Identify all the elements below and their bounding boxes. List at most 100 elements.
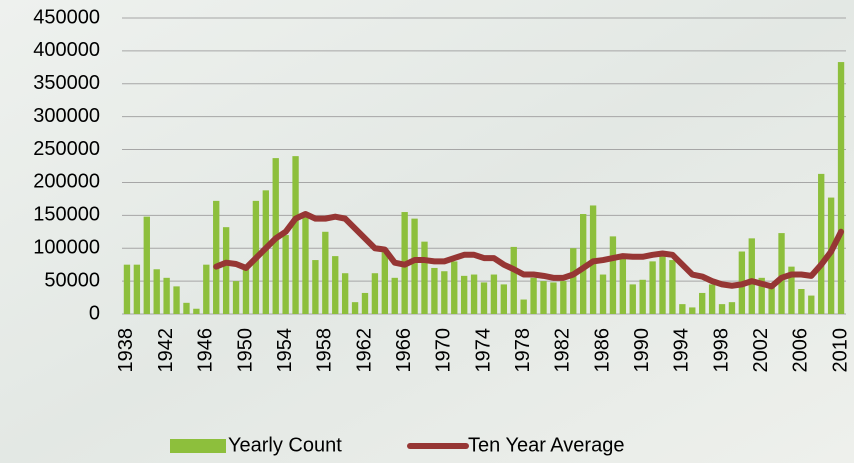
bar	[163, 277, 170, 314]
x-tick-label: 1982	[552, 328, 574, 373]
line	[213, 211, 845, 290]
bar	[232, 281, 240, 314]
bar	[153, 269, 160, 314]
bar	[669, 260, 676, 314]
bar	[133, 264, 141, 314]
bar	[222, 227, 230, 314]
bar	[560, 281, 567, 314]
bar	[778, 233, 785, 314]
bar	[619, 258, 627, 314]
bar	[421, 241, 428, 314]
y-tick-label: 150000	[33, 204, 100, 226]
bar	[381, 251, 388, 314]
x-tick-label: 1998	[710, 328, 732, 373]
x-tick-label: 2010	[829, 328, 851, 373]
bar	[332, 256, 339, 314]
bar	[500, 284, 508, 314]
bar	[520, 299, 527, 314]
bar	[540, 281, 547, 314]
x-tick-label: 1946	[195, 328, 217, 373]
bar	[451, 261, 458, 314]
x-tick-label: 1994	[671, 328, 693, 373]
bar	[361, 292, 369, 314]
bar	[599, 274, 607, 314]
x-tick-label: 1970	[433, 328, 455, 373]
x-tick-label: 1974	[472, 328, 494, 373]
bar	[480, 282, 488, 314]
bar	[689, 307, 696, 314]
x-tick-label: 2006	[790, 328, 812, 373]
y-tick-label: 100000	[33, 237, 100, 259]
bar	[371, 273, 379, 314]
x-tick-label: 1978	[512, 328, 534, 373]
bar	[818, 173, 825, 314]
bar	[351, 302, 359, 314]
bar	[649, 261, 656, 314]
x-tick-label: 1958	[314, 328, 336, 373]
bar	[341, 273, 349, 314]
bar	[748, 238, 755, 314]
bar	[193, 308, 200, 314]
bar	[411, 218, 418, 314]
legend-swatch	[170, 439, 226, 453]
y-tick-label: 0	[89, 302, 100, 324]
bar	[391, 277, 398, 314]
bar	[609, 236, 617, 314]
bar	[629, 284, 636, 314]
bar	[699, 292, 706, 314]
bar	[242, 264, 250, 314]
bar	[312, 260, 319, 314]
bar	[510, 246, 517, 314]
legend-label: Ten Year Average	[468, 434, 624, 456]
bar	[798, 289, 805, 314]
bar	[679, 304, 686, 314]
bar	[837, 62, 845, 315]
bar	[659, 256, 666, 314]
bar	[728, 302, 736, 314]
x-tick-label: 1954	[274, 328, 296, 373]
y-tick-label: 350000	[33, 72, 100, 94]
bar	[788, 266, 795, 314]
bar	[708, 284, 716, 314]
x-tick-label: 1986	[591, 328, 613, 373]
y-tick-label: 250000	[33, 138, 100, 160]
bar	[282, 235, 289, 314]
bar	[143, 216, 150, 314]
bar	[431, 267, 438, 314]
bar	[718, 304, 726, 314]
y-tick-label: 450000	[33, 6, 100, 28]
bar	[639, 279, 646, 314]
y-tick-label: 200000	[33, 171, 100, 193]
y-tick-label: 400000	[33, 39, 100, 61]
bar	[490, 274, 498, 314]
bar	[768, 286, 775, 314]
bar	[183, 302, 190, 314]
x-tick-label: 1966	[393, 328, 415, 373]
bar	[530, 277, 537, 314]
bar	[758, 277, 765, 314]
bar	[550, 282, 557, 314]
x-tick-label: 1962	[353, 328, 375, 373]
bar	[203, 264, 210, 314]
x-tick-label: 1990	[631, 328, 653, 373]
x-tick-label: 2002	[750, 328, 772, 373]
y-tick-label: 300000	[33, 105, 100, 127]
x-tick-label: 1950	[234, 328, 256, 373]
x-tick-label: 1938	[115, 328, 137, 373]
bar	[302, 215, 309, 314]
bar	[808, 295, 815, 314]
bar	[173, 286, 180, 314]
bar	[322, 231, 329, 314]
bar	[123, 264, 131, 314]
bar	[470, 274, 478, 314]
bar	[441, 271, 448, 314]
y-tick-label: 50000	[44, 269, 100, 291]
bar	[213, 200, 220, 314]
bar	[580, 214, 587, 314]
bar	[570, 248, 577, 314]
legend-label: Yearly Count	[228, 434, 342, 456]
x-tick-label: 1942	[155, 328, 177, 373]
bar	[460, 275, 468, 314]
